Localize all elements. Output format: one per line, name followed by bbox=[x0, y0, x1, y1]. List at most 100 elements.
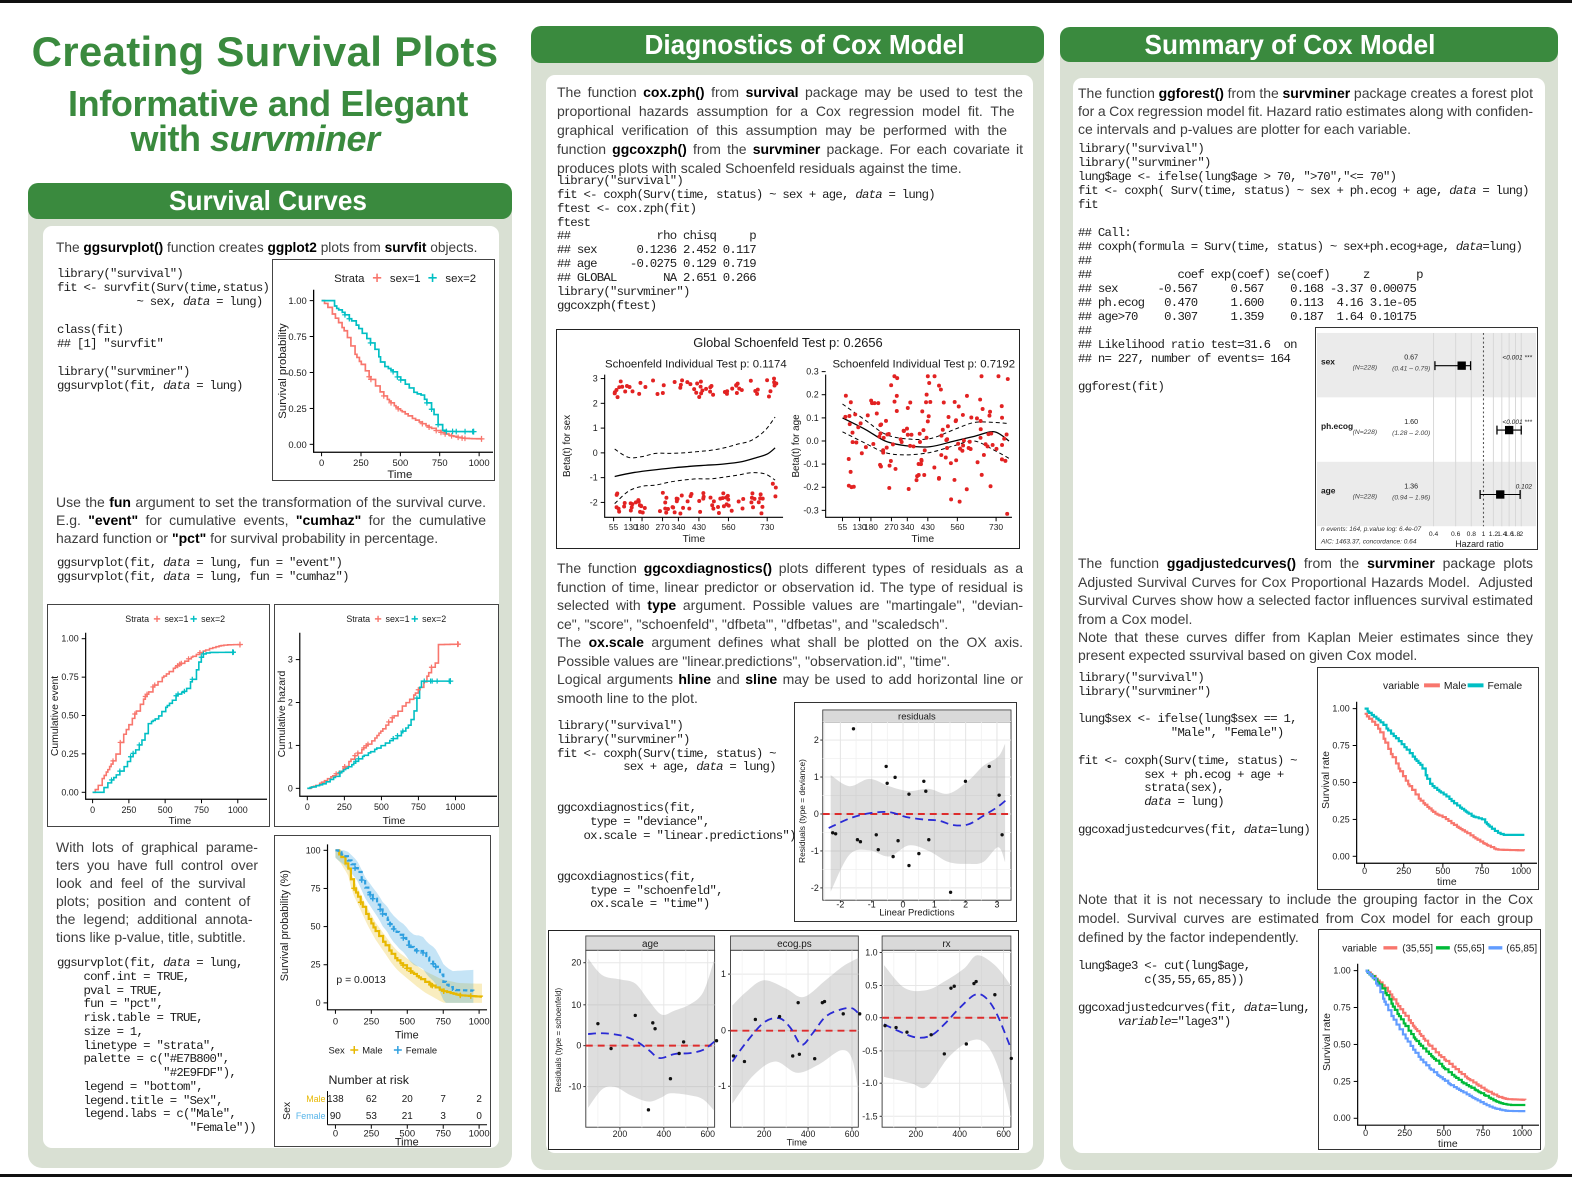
svg-text:0.00: 0.00 bbox=[288, 439, 306, 450]
svg-text:400: 400 bbox=[657, 1129, 672, 1139]
svg-text:1: 1 bbox=[814, 772, 819, 782]
svg-text:0: 0 bbox=[319, 457, 324, 468]
svg-text:20: 20 bbox=[571, 958, 581, 968]
svg-text:430: 430 bbox=[921, 522, 935, 532]
svg-text:0.75: 0.75 bbox=[288, 331, 306, 342]
svg-text:0: 0 bbox=[814, 809, 819, 819]
svg-text:Time: Time bbox=[383, 816, 406, 827]
svg-text:0.75: 0.75 bbox=[1333, 1003, 1350, 1013]
svg-text:Survival rate: Survival rate bbox=[1321, 751, 1332, 809]
svg-text:0.00: 0.00 bbox=[1332, 851, 1349, 861]
svg-text:1000: 1000 bbox=[1512, 1128, 1532, 1138]
svg-text:0.25: 0.25 bbox=[61, 749, 78, 759]
svg-text:-1: -1 bbox=[811, 846, 819, 856]
svg-text:1.2: 1.2 bbox=[1489, 531, 1499, 538]
svg-text:20: 20 bbox=[402, 1094, 414, 1105]
svg-text:0.50: 0.50 bbox=[61, 710, 78, 720]
svg-text:250: 250 bbox=[353, 457, 369, 468]
svg-text:ph.ecog: ph.ecog bbox=[1321, 421, 1353, 431]
svg-text:200: 200 bbox=[909, 1129, 924, 1139]
svg-text:0.3: 0.3 bbox=[806, 367, 818, 377]
svg-text:-1: -1 bbox=[590, 473, 598, 483]
svg-text:Male: Male bbox=[306, 1094, 325, 1104]
svg-text:Survival probability (%): Survival probability (%) bbox=[279, 870, 291, 981]
svg-text:sex: sex bbox=[1321, 357, 1335, 367]
svg-text:560: 560 bbox=[721, 522, 735, 532]
svg-text:500: 500 bbox=[158, 805, 173, 815]
svg-text:Strata: Strata bbox=[346, 614, 370, 624]
svg-text:750: 750 bbox=[411, 802, 426, 812]
svg-text:0: 0 bbox=[593, 448, 598, 458]
svg-text:250: 250 bbox=[1396, 866, 1411, 876]
svg-text:1: 1 bbox=[932, 900, 937, 910]
svg-text:340: 340 bbox=[900, 522, 914, 532]
svg-text:1.00: 1.00 bbox=[1332, 704, 1349, 714]
svg-text:age: age bbox=[1321, 486, 1336, 496]
svg-text:0.5: 0.5 bbox=[865, 980, 877, 990]
svg-text:1: 1 bbox=[1482, 531, 1486, 538]
svg-text:0.102: 0.102 bbox=[1516, 484, 1533, 491]
svg-text:(N=228): (N=228) bbox=[1353, 429, 1377, 436]
svg-text:0.67: 0.67 bbox=[1404, 354, 1418, 362]
svg-text:1.00: 1.00 bbox=[61, 634, 78, 644]
svg-text:1000: 1000 bbox=[228, 805, 248, 815]
svg-text:750: 750 bbox=[1476, 1128, 1491, 1138]
svg-text:200: 200 bbox=[757, 1129, 772, 1139]
svg-text:<0.001 ***: <0.001 *** bbox=[1502, 355, 1532, 362]
svg-text:sex=1: sex=1 bbox=[386, 614, 410, 624]
svg-text:180: 180 bbox=[635, 522, 649, 532]
svg-text:Male: Male bbox=[362, 1044, 382, 1055]
svg-text:Time: Time bbox=[395, 1030, 419, 1042]
svg-text:21: 21 bbox=[402, 1111, 414, 1122]
svg-text:time: time bbox=[1438, 1139, 1458, 1150]
svg-text:1000: 1000 bbox=[469, 457, 490, 468]
svg-text:2: 2 bbox=[1519, 531, 1523, 538]
svg-text:0: 0 bbox=[901, 900, 906, 910]
svg-text:750: 750 bbox=[432, 457, 448, 468]
svg-text:600: 600 bbox=[845, 1129, 860, 1139]
svg-text:Female: Female bbox=[1487, 681, 1522, 692]
svg-text:Time: Time bbox=[387, 469, 412, 481]
svg-text:1: 1 bbox=[288, 740, 293, 750]
svg-text:Survival probability: Survival probability bbox=[277, 323, 289, 419]
svg-text:Number at risk: Number at risk bbox=[329, 1073, 410, 1087]
svg-text:100: 100 bbox=[306, 845, 321, 855]
svg-text:250: 250 bbox=[364, 1128, 380, 1139]
svg-text:-2: -2 bbox=[590, 497, 598, 507]
svg-text:0.0: 0.0 bbox=[806, 436, 818, 446]
svg-text:560: 560 bbox=[950, 522, 964, 532]
svg-text:Residuals (type = schoenfeld): Residuals (type = schoenfeld) bbox=[554, 987, 563, 1092]
svg-text:variable: variable bbox=[1383, 681, 1420, 692]
svg-text:(65,85]: (65,85] bbox=[1506, 943, 1537, 954]
svg-text:200: 200 bbox=[613, 1129, 628, 1139]
svg-text:age: age bbox=[642, 939, 659, 950]
svg-text:270: 270 bbox=[655, 522, 669, 532]
svg-text:sex=1: sex=1 bbox=[164, 614, 188, 624]
svg-text:0.50: 0.50 bbox=[288, 367, 306, 378]
svg-text:50: 50 bbox=[311, 922, 321, 932]
svg-text:0.75: 0.75 bbox=[1332, 741, 1349, 751]
svg-text:0: 0 bbox=[721, 1026, 726, 1036]
svg-text:1.6: 1.6 bbox=[1504, 531, 1514, 538]
svg-text:Global Schoenfeld Test p: 0.26: Global Schoenfeld Test p: 0.2656 bbox=[693, 335, 882, 350]
svg-text:1.0: 1.0 bbox=[865, 947, 877, 957]
svg-text:1.8: 1.8 bbox=[1511, 531, 1521, 538]
svg-text:-1: -1 bbox=[718, 1081, 726, 1091]
svg-text:AIC: 1463.37, concordance: 0.6: AIC: 1463.37, concordance: 0.64 bbox=[1320, 539, 1417, 546]
svg-text:1.60: 1.60 bbox=[1404, 418, 1418, 426]
svg-text:0.25: 0.25 bbox=[288, 403, 306, 414]
svg-text:2: 2 bbox=[593, 398, 598, 408]
svg-text:0.00: 0.00 bbox=[61, 787, 78, 797]
svg-text:500: 500 bbox=[1436, 1128, 1451, 1138]
svg-text:0: 0 bbox=[333, 1016, 338, 1027]
svg-text:0.25: 0.25 bbox=[1332, 814, 1349, 824]
svg-text:2: 2 bbox=[814, 735, 819, 745]
svg-text:Cumulative hazard: Cumulative hazard bbox=[277, 670, 288, 757]
svg-text:1.00: 1.00 bbox=[288, 295, 306, 306]
svg-text:0: 0 bbox=[1363, 1128, 1368, 1138]
svg-text:180: 180 bbox=[864, 522, 878, 532]
svg-text:3: 3 bbox=[288, 655, 293, 665]
svg-text:400: 400 bbox=[801, 1129, 816, 1139]
svg-text:Time: Time bbox=[787, 1137, 808, 1148]
svg-text:55: 55 bbox=[609, 522, 619, 532]
